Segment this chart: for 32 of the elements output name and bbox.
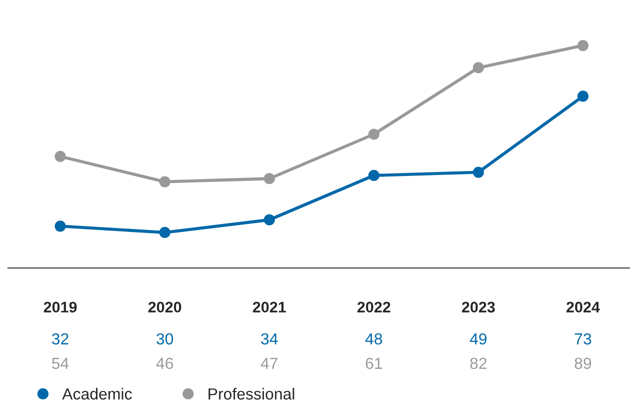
point — [577, 90, 589, 102]
point — [264, 173, 275, 184]
data-label: 32 — [52, 333, 68, 345]
legend-label: Academic — [62, 388, 132, 400]
data-label: 34 — [261, 333, 278, 345]
point — [264, 214, 275, 226]
data-label: 30 — [156, 333, 174, 345]
point — [54, 150, 66, 162]
data-label: 47 — [260, 358, 278, 369]
point — [472, 62, 484, 74]
point — [472, 166, 484, 178]
point — [577, 40, 589, 52]
data-label: 46 — [156, 358, 173, 370]
data-label: 89 — [574, 358, 592, 370]
data-label: 73 — [574, 333, 592, 345]
x-tick-label: 2021 — [252, 302, 286, 313]
data-label: 82 — [470, 358, 486, 370]
x-tick-label: 2019 — [44, 302, 77, 313]
data-label: 61 — [366, 358, 382, 370]
x-tick-label: 2024 — [566, 302, 600, 313]
data-label: 54 — [52, 358, 69, 370]
point — [54, 220, 66, 232]
point — [368, 170, 380, 181]
x-tick-label: 2020 — [148, 302, 182, 313]
x-tick-label: 2022 — [357, 302, 390, 313]
point — [159, 226, 170, 238]
x-tick-label: 2023 — [462, 302, 495, 313]
legend-label: Professional — [208, 388, 294, 400]
point — [368, 128, 380, 140]
point — [159, 176, 170, 188]
data-label: 49 — [470, 333, 487, 345]
data-label: 48 — [365, 333, 382, 345]
